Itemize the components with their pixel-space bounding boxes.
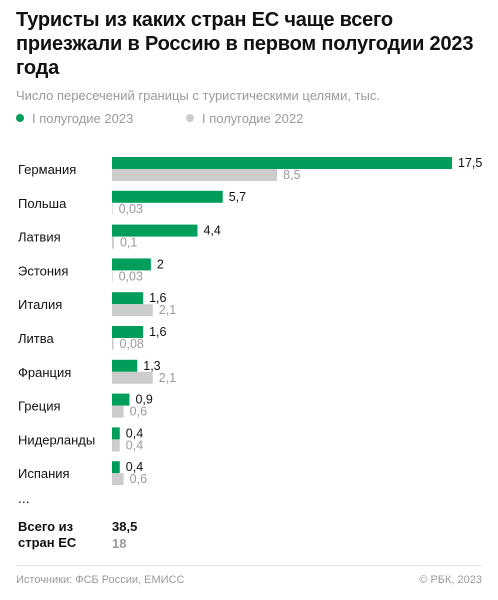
legend-label-2023: I полугодие 2023 (32, 111, 134, 126)
bar-2022 (112, 473, 124, 486)
category-label: Германия (18, 162, 76, 177)
legend-dot-2022-icon (186, 114, 194, 122)
bar-2023 (112, 190, 223, 203)
data-label-2023: 1,6 (149, 325, 166, 339)
data-label-2023: 1,6 (149, 291, 166, 305)
category-label: Испания (18, 466, 70, 481)
bar-2022 (112, 439, 120, 452)
legend-dot-2023-icon (16, 114, 24, 122)
data-label-2022: 0,08 (120, 337, 144, 351)
bar-2022 (112, 202, 113, 215)
bar-2023 (112, 461, 120, 474)
bar-2023 (112, 326, 144, 338)
total-value-2022: 18 (112, 536, 127, 551)
bar-2023 (112, 393, 130, 406)
bar-2022 (112, 338, 114, 350)
bar-2023 (112, 292, 144, 305)
data-label-2022: 0,03 (119, 202, 143, 216)
data-label-2023: 5,7 (229, 190, 246, 204)
data-label-2022: 0,4 (126, 438, 143, 452)
footer-divider (16, 565, 482, 566)
data-label-2022: 0,6 (130, 472, 147, 486)
sources-note: Источники: ФСБ России, ЕМИСС (16, 574, 185, 586)
chart-title: Туристы из каких стран ЕС чаще всего при… (16, 9, 474, 79)
data-label-2023: 0,4 (126, 426, 143, 440)
data-label-2023: 1,3 (143, 359, 160, 373)
more-countries-ellipsis: ... (18, 490, 30, 506)
category-label: Нидерланды (18, 432, 95, 447)
data-label-2022: 2,1 (159, 303, 176, 317)
data-label-2023: 0,9 (135, 393, 152, 407)
category-label: Польша (18, 196, 67, 211)
bar-2023 (112, 359, 138, 372)
category-label: Литва (18, 331, 55, 346)
data-label-2022: 2,1 (159, 371, 176, 385)
chart-subtitle: Число пересечений границы с туристически… (16, 88, 380, 103)
category-label: Италия (18, 297, 62, 312)
legend-item-2022: I полугодие 2022 (186, 111, 303, 126)
bar-2022 (112, 169, 278, 181)
category-label: Греция (18, 399, 61, 414)
data-label-2022: 0,6 (130, 405, 147, 419)
bar-2022 (112, 405, 124, 418)
category-label: Эстония (18, 263, 68, 278)
bar-2022 (112, 236, 114, 249)
legend-item-2023: I полугодие 2023 (16, 111, 133, 126)
total-value-2023: 38,5 (112, 519, 138, 534)
data-label-2023: 4,4 (203, 224, 220, 238)
legend-label-2022: I полугодие 2022 (202, 111, 304, 126)
bar-2023 (112, 258, 151, 271)
total-label: Всего из стран ЕС (18, 519, 77, 550)
copyright: © РБК, 2023 (419, 574, 482, 586)
bar-2022 (112, 304, 153, 317)
bar-chart: Германия 17,5 8,5 Польша 5,7 0,03 Латвия 4,4 0,1… (18, 156, 482, 486)
bar-2023 (112, 224, 198, 237)
category-label: Франция (18, 365, 71, 380)
data-label-2023: 17,5 (458, 156, 482, 170)
bar-2022 (112, 270, 113, 283)
bar-2023 (112, 427, 120, 440)
data-label-2022: 0,1 (120, 236, 137, 250)
category-label: Латвия (18, 230, 61, 245)
data-label-2023: 0,4 (126, 460, 143, 474)
data-label-2023: 2 (157, 257, 164, 271)
bar-2023 (112, 157, 452, 169)
data-label-2022: 0,03 (119, 269, 143, 283)
bar-2022 (112, 371, 153, 384)
data-label-2022: 8,5 (283, 168, 300, 182)
